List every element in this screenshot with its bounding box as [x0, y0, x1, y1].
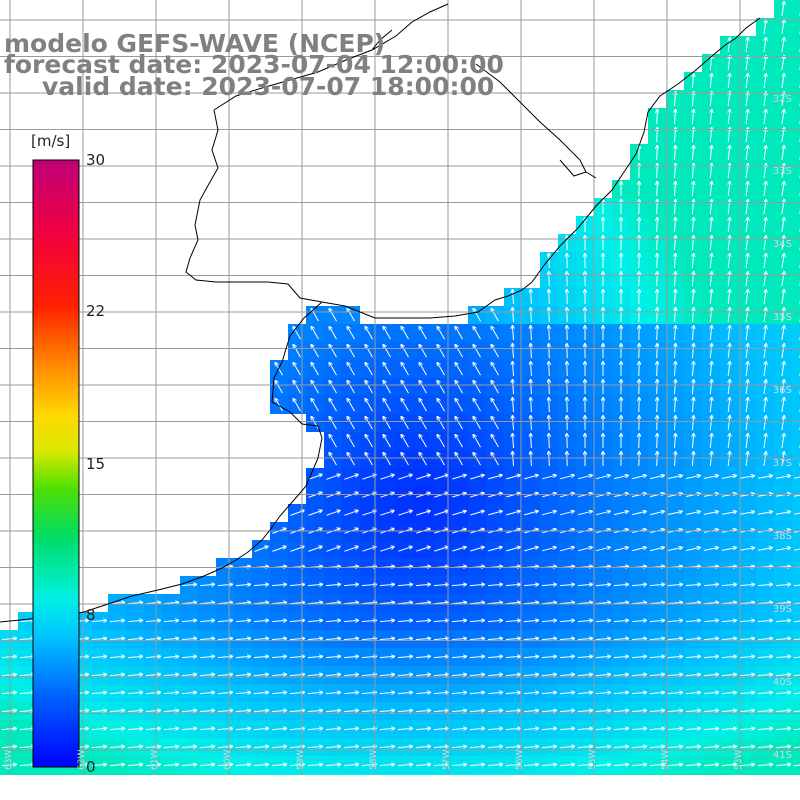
- lat-label: 39S: [772, 604, 792, 615]
- colorbar-unit-label: [m/s]: [31, 132, 71, 150]
- lon-label: 60W: [223, 749, 233, 770]
- wind-arrow: [657, 452, 658, 467]
- lon-label: 54W: [661, 749, 671, 770]
- wind-speed-cell: [792, 144, 800, 162]
- wind-arrow: [549, 308, 550, 323]
- wind-arrow: [657, 398, 658, 413]
- lon-label: 53W: [734, 749, 744, 770]
- wind-arrow: [549, 452, 550, 467]
- lat-label: 41S: [772, 750, 792, 761]
- lat-label: 37S: [772, 458, 792, 469]
- wind-speed-cell: [792, 72, 800, 90]
- lon-label: 58W: [369, 749, 379, 770]
- lat-label: 38S: [772, 531, 792, 542]
- wind-arrow: [657, 308, 658, 323]
- wind-arrow: [657, 344, 658, 359]
- wind-speed-cell: [792, 180, 800, 198]
- wind-arrow: [549, 254, 550, 269]
- wind-arrow: [549, 326, 550, 341]
- wind-speed-cell: [792, 0, 800, 18]
- wind-speed-cell: [792, 504, 800, 522]
- lat-label: 40S: [772, 677, 792, 688]
- wind-arrow: [657, 146, 658, 161]
- wind-speed-cell: [792, 540, 800, 558]
- wind-speed-cell: [792, 270, 800, 288]
- colorbar-tick-0: 0: [86, 758, 96, 776]
- wind-speed-cell: [792, 306, 800, 324]
- lon-label: 61W: [150, 749, 160, 770]
- colorbar-tick-30: 30: [86, 151, 106, 169]
- lon-label: 59W: [296, 749, 306, 770]
- wind-speed-cell: [792, 54, 800, 72]
- wind-speed-cell: [792, 162, 800, 180]
- wind-arrow: [657, 380, 658, 395]
- wind-arrow: [549, 398, 550, 413]
- bottom-margin: [0, 775, 800, 800]
- wind-arrow: [657, 236, 658, 251]
- wind-speed-cell: [792, 234, 800, 252]
- wind-speed-cell: [792, 468, 800, 486]
- wind-arrow: [657, 434, 658, 449]
- lat-label: 36S: [772, 385, 792, 396]
- wind-arrow: [657, 128, 658, 143]
- lon-label: 55W: [588, 749, 598, 770]
- wind-speed-cell: [792, 252, 800, 270]
- lat-label: 33S: [772, 166, 792, 177]
- colorbar: [32, 159, 80, 768]
- wind-arrow: [549, 416, 550, 431]
- wind-arrow: [657, 218, 658, 233]
- wind-arrow: [657, 110, 658, 125]
- wind-speed-cell: [792, 216, 800, 234]
- wind-speed-cell: [792, 324, 800, 342]
- colorbar-tick-15: 15: [86, 455, 106, 473]
- colorbar-tick-8: 8: [86, 606, 96, 624]
- wind-speed-cell: [792, 414, 800, 432]
- valid-date: valid date: 2023-07-07 18:00:00: [42, 72, 495, 101]
- wind-speed-cell: [792, 360, 800, 378]
- lon-label: 56W: [515, 749, 525, 770]
- wind-speed-cell: [792, 288, 800, 306]
- wind-arrow: [657, 254, 658, 269]
- wind-arrow: [657, 416, 658, 431]
- wind-speed-cell: [792, 432, 800, 450]
- wind-arrow: [549, 272, 550, 287]
- wind-speed-cell: [792, 396, 800, 414]
- wind-speed-cell: [792, 450, 800, 468]
- wind-arrow: [549, 344, 550, 359]
- wind-arrow: [549, 434, 550, 449]
- lon-label: 63W: [4, 749, 14, 770]
- wind-arrow: [549, 380, 550, 395]
- wind-arrow: [549, 290, 550, 305]
- wind-speed-cell: [792, 342, 800, 360]
- wind-arrow: [657, 290, 658, 305]
- wind-arrow: [657, 272, 658, 287]
- lat-label: 32S: [772, 94, 792, 105]
- wind-arrow: [657, 362, 658, 377]
- wind-arrow: [657, 326, 658, 341]
- wind-speed-cell: [792, 36, 800, 54]
- lat-label: 34S: [772, 239, 792, 250]
- wind-speed-cell: [792, 378, 800, 396]
- wind-speed-cell: [792, 108, 800, 126]
- colorbar-tick-22: 22: [86, 302, 106, 320]
- wind-arrow: [657, 182, 658, 197]
- lat-label: 35S: [772, 312, 792, 323]
- lon-label: 57W: [442, 749, 452, 770]
- wind-arrow: [549, 362, 550, 377]
- wind-speed-cell: [792, 198, 800, 216]
- wind-speed-cell: [792, 126, 800, 144]
- lon-label: 62W: [77, 749, 87, 770]
- wind-speed-cell: [792, 18, 800, 36]
- wind-speed-cell: [792, 90, 800, 108]
